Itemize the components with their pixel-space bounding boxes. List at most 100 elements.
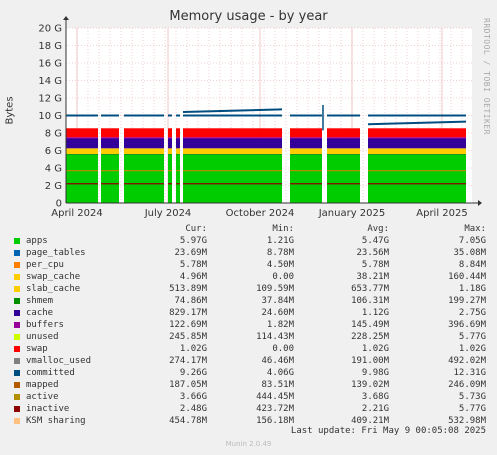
area-slab-cache	[327, 148, 360, 154]
legend-avg: 139.02M	[351, 380, 389, 390]
legend-swatch	[14, 274, 20, 280]
y-tick-label: 16 G	[38, 59, 62, 70]
y-tick-label: 4 G	[45, 164, 62, 175]
y-tick-label: 6 G	[45, 146, 62, 157]
legend-name: KSM sharing	[26, 416, 86, 426]
munin-version: Munin 2.0.49	[225, 440, 272, 448]
legend-cur: 5.97G	[179, 236, 207, 246]
area-slab-cache	[66, 148, 98, 154]
line-committed	[182, 108, 283, 113]
legend-cur: 23.69M	[174, 248, 207, 258]
legend-name: apps	[26, 236, 48, 246]
area-cache	[368, 138, 466, 149]
legend-swatch	[14, 310, 20, 316]
legend-swatch	[14, 250, 20, 256]
legend-min: 24.60M	[261, 308, 294, 318]
area-cache	[168, 138, 172, 149]
area-cache	[124, 138, 164, 149]
area-shmem	[168, 154, 172, 155]
legend-cur: 2.48G	[179, 404, 207, 414]
legend-swatch	[14, 334, 20, 340]
legend-cur: 454.78M	[169, 416, 207, 426]
legend-max: 2.75G	[458, 308, 486, 318]
legend-cur: 3.66G	[179, 392, 207, 402]
area-swap	[290, 128, 322, 138]
area-buffers	[290, 137, 322, 139]
y-tick-label: 12 G	[38, 94, 62, 105]
x-tick-label: July 2024	[144, 208, 192, 219]
area-slab-cache	[368, 148, 466, 154]
legend-name: unused	[26, 332, 59, 342]
area-apps	[66, 154, 98, 203]
area-apps	[124, 154, 164, 203]
area-slab-cache	[290, 148, 322, 154]
legend-min: 444.45M	[256, 392, 294, 402]
legend-row-unused: unused 245.85M 114.43M 228.25M 5.77G	[14, 331, 486, 343]
legend-avg: 1.12G	[361, 308, 389, 318]
area-apps	[368, 154, 466, 203]
legend-rows: apps 5.97G 1.21G 5.47G 7.05G page_tables 23.69…	[14, 235, 486, 427]
legend-cur: 74.86M	[174, 296, 207, 306]
x-tick-label: April 2024	[51, 208, 102, 219]
y-tick-label: 0	[56, 199, 62, 210]
legend-max: 1.02G	[458, 344, 486, 354]
y-tick-label: 2 G	[45, 181, 62, 192]
legend-min: 46.46M	[261, 356, 294, 366]
area-buffers	[101, 137, 119, 139]
y-tick-label: 18 G	[38, 41, 62, 52]
area-swap	[124, 128, 164, 138]
legend-max: 7.05G	[458, 236, 486, 246]
legend-min: 0.00	[272, 344, 294, 354]
legend-row-inactive: inactive 2.48G 423.72M 2.21G 5.77G	[14, 403, 486, 415]
area-shmem	[368, 154, 466, 155]
area-shmem	[66, 154, 98, 155]
legend-name: per_cpu	[26, 260, 64, 270]
area-apps	[290, 154, 322, 203]
line-committed	[367, 120, 467, 126]
area-apps	[176, 154, 180, 203]
area-buffers	[327, 137, 360, 139]
area-buffers	[66, 137, 98, 139]
legend-avg: 228.25M	[351, 332, 389, 342]
legend-max: 246.09M	[448, 380, 486, 390]
legend-avg: 9.98G	[361, 368, 389, 378]
legend-min: 37.84M	[261, 296, 294, 306]
area-swap	[101, 128, 119, 138]
y-tick-label: 14 G	[38, 76, 62, 87]
legend-max: 5.77G	[458, 332, 486, 342]
area-cache	[66, 138, 98, 149]
area-swap	[183, 128, 282, 138]
area-buffers	[176, 137, 180, 139]
legend-swatch	[14, 262, 20, 268]
area-shmem	[290, 154, 322, 155]
legend-avg: 5.47G	[361, 236, 389, 246]
legend-max: 1.18G	[458, 284, 486, 294]
x-tick-label: January 2025	[318, 208, 386, 219]
legend-cur: 274.17M	[169, 356, 207, 366]
legend-row-swap: swap 1.02G 0.00 1.02G 1.02G	[14, 343, 486, 355]
legend-name: committed	[26, 368, 75, 378]
legend-name: swap_cache	[26, 272, 81, 282]
legend-swatch	[14, 298, 20, 304]
legend-avg: 38.21M	[356, 272, 389, 282]
x-axis-arrow	[478, 200, 482, 206]
legend-min: 156.18M	[256, 416, 294, 426]
legend-swatch	[14, 394, 20, 400]
area-slab-cache	[183, 148, 282, 154]
legend-name: vmalloc_used	[26, 356, 92, 366]
legend-cur: 513.89M	[169, 284, 207, 294]
legend-cur: 187.05M	[169, 380, 207, 390]
memory-chart: 0 2 G 4 G 6 G 8 G 10 G 12 G 14 G 16 G 18 G 20 G Apr…	[38, 16, 482, 219]
legend-swatch	[14, 346, 20, 352]
area-apps	[168, 154, 172, 203]
legend-name: page_tables	[26, 248, 86, 258]
legend-row-slab_cache: slab_cache 513.89M 109.59M 653.77M 1.18G	[14, 283, 486, 295]
y-tick-label: 8 G	[45, 129, 62, 140]
legend-row-mapped: mapped 187.05M 83.51M 139.02M 246.09M	[14, 379, 486, 391]
legend-min: 8.78M	[266, 248, 294, 258]
legend-max: 532.98M	[448, 416, 486, 426]
area-swap	[327, 128, 360, 138]
legend-swatch	[14, 358, 20, 364]
area-cache	[327, 138, 360, 149]
area-swap	[168, 128, 172, 138]
